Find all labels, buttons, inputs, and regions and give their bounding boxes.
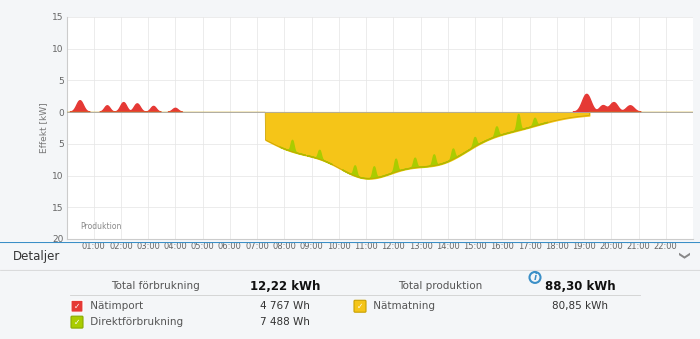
Text: 12,22 kWh: 12,22 kWh (250, 280, 320, 293)
Y-axis label: Effekt [kW]: Effekt [kW] (39, 103, 48, 153)
Text: 80,85 kWh: 80,85 kWh (552, 301, 608, 311)
Text: ✓: ✓ (74, 318, 80, 326)
Text: 7 488 Wh: 7 488 Wh (260, 317, 310, 327)
Text: i: i (533, 273, 537, 282)
Text: ✓: ✓ (357, 302, 363, 311)
FancyBboxPatch shape (354, 300, 366, 312)
Text: 88,30 kWh: 88,30 kWh (545, 280, 615, 293)
Text: ✓: ✓ (74, 302, 80, 311)
Text: ❯: ❯ (676, 252, 687, 261)
Text: Detaljer: Detaljer (13, 250, 60, 263)
Text: Nätimport: Nätimport (87, 301, 143, 311)
Text: Produktion: Produktion (80, 222, 122, 232)
Text: Nätmatning: Nätmatning (370, 301, 435, 311)
FancyBboxPatch shape (71, 300, 83, 312)
FancyBboxPatch shape (71, 316, 83, 328)
Text: Direktförbrukning: Direktförbrukning (87, 317, 183, 327)
Text: Total förbrukning: Total förbrukning (111, 281, 199, 292)
Text: 4 767 Wh: 4 767 Wh (260, 301, 310, 311)
Text: Total produktion: Total produktion (398, 281, 482, 292)
